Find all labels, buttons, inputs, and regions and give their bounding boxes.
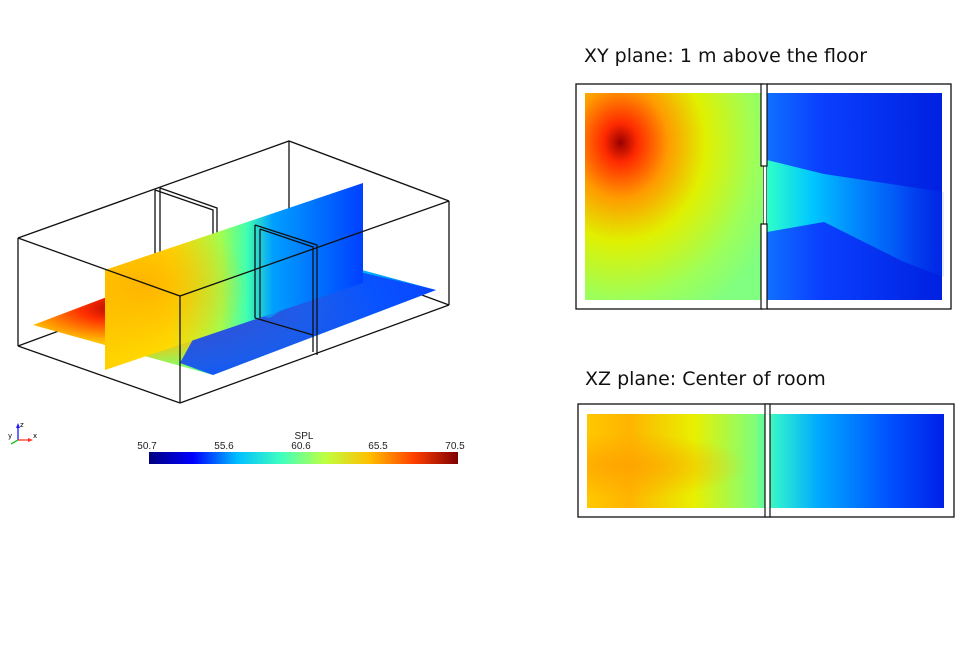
legend-title: SPL [294,431,314,442]
axis-z-label: z [20,421,24,429]
axis-y-label: y [8,432,12,440]
room-front-edges [17,200,450,404]
partition-front [254,224,318,355]
xy-plane-view [575,83,952,310]
legend-tick: 55.6 [214,441,234,452]
legend-colorbar [149,452,458,464]
legend-tick: 65.5 [368,441,388,452]
axes-orientation-icon: z x y [8,421,37,445]
xz-plane-title: XZ plane: Center of room [585,368,826,390]
legend-tick: 50.7 [137,441,157,452]
xz-plane-view [577,403,955,518]
legend-tick: 60.6 [291,441,311,452]
legend-tick: 70.5 [445,441,465,452]
axis-x-label: x [33,432,37,440]
3d-room-view [17,140,450,404]
xy-plane-title: XY plane: 1 m above the floor [584,45,868,67]
